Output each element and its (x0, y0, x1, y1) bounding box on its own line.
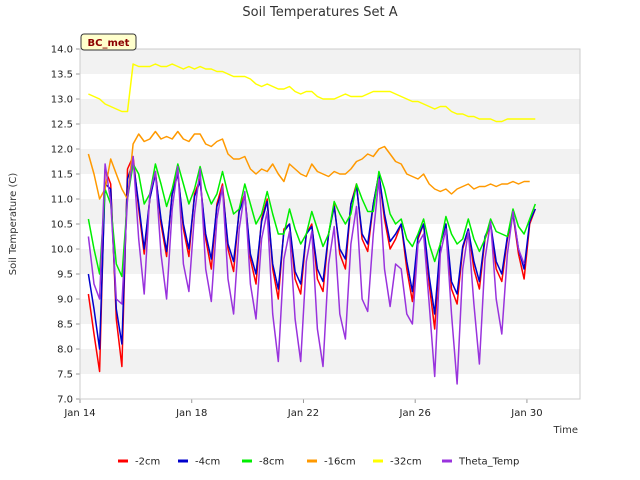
y-tick-label: 12.0 (51, 145, 73, 156)
y-axis-label: Soil Temperature (C) (8, 173, 19, 276)
legend: -2cm -4cm -8cm -16cm -32cm Theta_Temp (118, 457, 519, 468)
y-tick-label: 14.0 (51, 45, 73, 56)
y-tick-label: 8.0 (57, 345, 73, 356)
x-tick-label: Jan 26 (399, 408, 431, 419)
legend-label: Theta_Temp (458, 457, 519, 468)
station-badge: BC_met (80, 33, 137, 51)
y-tick-label: 12.5 (51, 120, 73, 131)
x-axis-label: Time (553, 425, 578, 436)
y-tick-label: 7.5 (57, 370, 73, 381)
y-tick-label: 10.5 (51, 220, 73, 231)
y-tick-label: 13.5 (51, 70, 73, 81)
y-tick-label: 9.5 (57, 270, 73, 281)
legend-label: -16cm (324, 457, 356, 468)
station-badge-label: BC_met (88, 38, 130, 49)
y-axis-ticks: 7.0 7.5 8.0 8.5 9.0 9.5 10.0 10.5 11.0 11.5 12.0 12… (51, 45, 80, 406)
series-line-4cm (87, 160, 536, 350)
legend-label: -2cm (135, 457, 160, 468)
series-line-32cm (88, 63, 536, 123)
legend-label: -32cm (390, 457, 422, 468)
x-tick-label: Jan 30 (510, 408, 542, 419)
plot-band (80, 49, 580, 74)
station-badge-box (80, 33, 137, 51)
plot-band (80, 349, 580, 374)
legend-label: -4cm (195, 457, 220, 468)
y-tick-label: 11.5 (51, 170, 73, 181)
plot-band (80, 99, 580, 124)
chart-title: Soil Temperatures Set A (242, 5, 397, 20)
series-line-8cm (87, 163, 537, 278)
plot-band (80, 199, 580, 224)
y-tick-label: 7.0 (57, 395, 73, 406)
y-tick-label: 10.0 (51, 245, 73, 256)
y-tick-label: 8.5 (57, 320, 73, 331)
plot-band (80, 149, 580, 174)
x-tick-label: Jan 18 (175, 408, 207, 419)
y-tick-label: 9.0 (57, 295, 73, 306)
x-axis-ticks: Jan 14 Jan 18 Jan 22 Jan 26 Jan 30 (63, 399, 543, 419)
x-tick-label: Jan 22 (287, 408, 319, 419)
legend-label: -8cm (259, 457, 284, 468)
series-line-16cm (87, 130, 530, 200)
plot-band (80, 299, 580, 324)
y-tick-label: 13.0 (51, 95, 73, 106)
plot-frame (79, 48, 581, 400)
series-line-theta-temp (87, 155, 525, 385)
y-tick-label: 11.0 (51, 195, 73, 206)
x-tick-label: Jan 14 (63, 408, 95, 419)
plot-background-bands (80, 49, 580, 374)
series-lines (87, 63, 537, 385)
